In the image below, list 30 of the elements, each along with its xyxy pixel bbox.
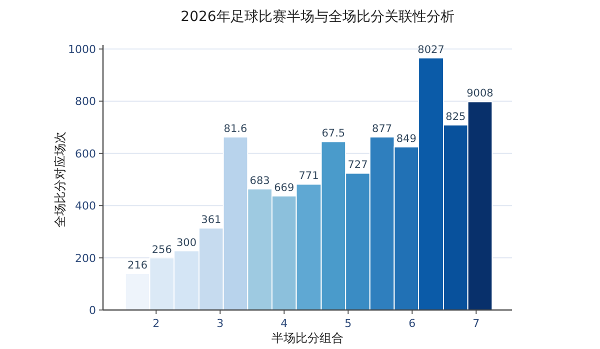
annotation: 669 bbox=[274, 182, 294, 194]
annotation: 825 bbox=[446, 110, 466, 123]
annotation: 67.5 bbox=[322, 128, 346, 140]
x-tick-label: 3 bbox=[216, 317, 224, 330]
annotation: 9008 bbox=[466, 88, 494, 100]
annotation: 256 bbox=[152, 244, 172, 256]
x-tick-label: 5 bbox=[344, 317, 352, 330]
x-tick-label: 2 bbox=[152, 317, 160, 330]
annotation: 216 bbox=[128, 259, 148, 272]
annotation: 361 bbox=[201, 214, 222, 226]
x-tick-label: 7 bbox=[472, 317, 480, 330]
annotation: 771 bbox=[298, 170, 319, 182]
annotation: 849 bbox=[396, 132, 416, 145]
y-tick-label: 800 bbox=[75, 95, 96, 108]
chart-title: 2026年足球比赛半场与全场比分关联性分析 bbox=[180, 9, 454, 25]
y-tick-label: 200 bbox=[75, 252, 96, 265]
annotation: 300 bbox=[176, 236, 197, 249]
y-tick-label: 600 bbox=[75, 147, 96, 160]
annotation: 727 bbox=[348, 159, 368, 172]
y-axis-title: 全场比分对应场次 bbox=[53, 132, 67, 228]
y-tick-label: 1000 bbox=[68, 43, 96, 56]
y-tick-label: 0 bbox=[89, 304, 96, 317]
y-tick-label: 400 bbox=[75, 200, 96, 213]
annotation: 8027 bbox=[418, 44, 444, 56]
annotation: 877 bbox=[372, 122, 392, 135]
x-tick-label: 4 bbox=[280, 317, 288, 330]
annotation: 683 bbox=[250, 174, 270, 187]
x-tick-label: 6 bbox=[408, 317, 416, 330]
annotation: 81.6 bbox=[224, 122, 248, 135]
x-axis-title: 半场比分组合 bbox=[272, 331, 344, 345]
